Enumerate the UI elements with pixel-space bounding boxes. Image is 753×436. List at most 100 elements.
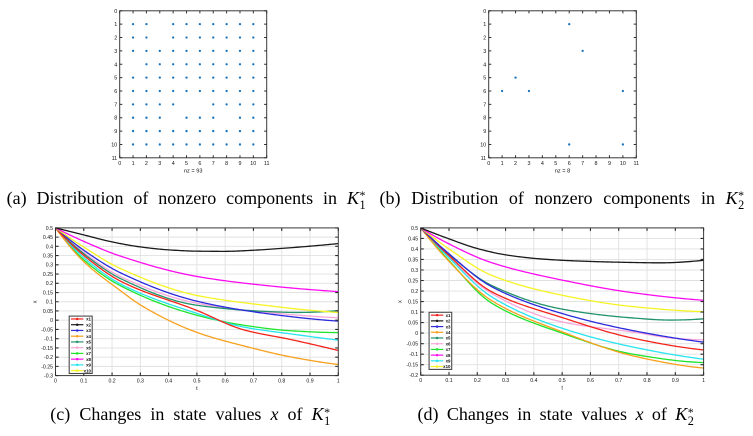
svg-text:-0.05: -0.05 xyxy=(406,342,418,348)
svg-text:0: 0 xyxy=(487,161,490,167)
svg-text:8: 8 xyxy=(483,116,486,122)
svg-text:3: 3 xyxy=(528,161,531,167)
svg-text:0.1: 0.1 xyxy=(445,378,452,384)
svg-text:5: 5 xyxy=(554,161,557,167)
svg-text:0.05: 0.05 xyxy=(408,320,418,326)
svg-text:9: 9 xyxy=(239,161,242,167)
svg-text:1: 1 xyxy=(132,161,135,167)
svg-text:x: x xyxy=(33,300,39,303)
svg-text:4: 4 xyxy=(172,161,175,167)
svg-text:0.6: 0.6 xyxy=(222,379,229,385)
svg-text:nz = 93: nz = 93 xyxy=(184,168,203,174)
svg-text:2: 2 xyxy=(145,161,148,167)
svg-text:0.15: 0.15 xyxy=(43,290,53,296)
svg-text:0.7: 0.7 xyxy=(250,379,257,385)
svg-text:11: 11 xyxy=(112,156,118,162)
svg-text:3: 3 xyxy=(158,161,161,167)
svg-text:0.5: 0.5 xyxy=(193,379,200,385)
svg-text:t: t xyxy=(561,385,563,391)
svg-text:0.6: 0.6 xyxy=(587,378,594,384)
svg-text:x3: x3 xyxy=(446,324,451,329)
svg-text:4: 4 xyxy=(114,62,117,68)
svg-text:0.4: 0.4 xyxy=(530,378,537,384)
svg-text:-0.3: -0.3 xyxy=(44,374,53,380)
svg-text:6: 6 xyxy=(568,161,571,167)
svg-text:x8: x8 xyxy=(86,357,91,362)
svg-text:0.3: 0.3 xyxy=(411,268,418,274)
svg-text:x8: x8 xyxy=(446,353,451,358)
svg-text:2: 2 xyxy=(514,161,517,167)
svg-text:10: 10 xyxy=(250,161,256,167)
svg-text:0.25: 0.25 xyxy=(408,278,418,284)
svg-text:11: 11 xyxy=(633,161,639,167)
svg-text:7: 7 xyxy=(114,102,117,108)
svg-text:0.1: 0.1 xyxy=(46,300,53,306)
svg-text:8: 8 xyxy=(114,116,117,122)
svg-text:x4: x4 xyxy=(446,330,451,335)
svg-text:0.1: 0.1 xyxy=(411,310,418,316)
svg-text:t: t xyxy=(196,386,198,392)
svg-text:5: 5 xyxy=(185,161,188,167)
svg-text:0: 0 xyxy=(483,9,486,15)
svg-text:9: 9 xyxy=(608,161,611,167)
svg-text:7: 7 xyxy=(212,161,215,167)
svg-text:1: 1 xyxy=(702,378,705,384)
svg-text:x9: x9 xyxy=(86,363,91,368)
svg-text:x5: x5 xyxy=(446,336,451,341)
svg-text:8: 8 xyxy=(595,161,598,167)
svg-text:9: 9 xyxy=(114,129,117,135)
svg-text:0.8: 0.8 xyxy=(643,378,650,384)
svg-text:0.2: 0.2 xyxy=(108,379,115,385)
svg-text:-0.05: -0.05 xyxy=(41,327,53,333)
svg-text:0.2: 0.2 xyxy=(474,378,481,384)
svg-text:x6: x6 xyxy=(446,341,451,346)
svg-text:1: 1 xyxy=(501,161,504,167)
svg-text:0: 0 xyxy=(415,331,418,337)
svg-text:0.9: 0.9 xyxy=(306,379,313,385)
svg-text:0.5: 0.5 xyxy=(46,226,53,232)
svg-text:3: 3 xyxy=(114,49,117,55)
svg-text:8: 8 xyxy=(225,161,228,167)
svg-text:0: 0 xyxy=(50,318,53,324)
svg-text:x10: x10 xyxy=(84,368,92,373)
svg-text:3: 3 xyxy=(483,49,486,55)
svg-text:nz = 8: nz = 8 xyxy=(555,168,570,174)
svg-text:5: 5 xyxy=(114,76,117,82)
svg-text:x5: x5 xyxy=(86,340,91,345)
svg-text:-0.1: -0.1 xyxy=(44,337,53,343)
svg-text:1: 1 xyxy=(483,22,486,28)
svg-text:2: 2 xyxy=(114,36,117,42)
svg-text:0.3: 0.3 xyxy=(502,378,509,384)
svg-text:0.7: 0.7 xyxy=(615,378,622,384)
svg-text:x: x xyxy=(398,300,404,303)
svg-text:0.35: 0.35 xyxy=(43,253,53,259)
svg-text:0.05: 0.05 xyxy=(43,309,53,315)
svg-text:0.1: 0.1 xyxy=(80,379,87,385)
svg-text:0.45: 0.45 xyxy=(408,236,418,242)
svg-text:7: 7 xyxy=(483,102,486,108)
svg-text:0.4: 0.4 xyxy=(46,244,53,250)
svg-text:11: 11 xyxy=(264,161,270,167)
svg-text:1: 1 xyxy=(114,22,117,28)
svg-text:2: 2 xyxy=(483,36,486,42)
svg-text:-0.2: -0.2 xyxy=(44,355,53,361)
svg-text:-0.25: -0.25 xyxy=(41,364,53,370)
svg-text:0: 0 xyxy=(419,378,422,384)
svg-text:4: 4 xyxy=(483,62,486,68)
svg-text:-0.1: -0.1 xyxy=(409,352,418,358)
svg-text:5: 5 xyxy=(483,76,486,82)
svg-text:x3: x3 xyxy=(86,328,91,333)
svg-text:7: 7 xyxy=(581,161,584,167)
svg-text:0.35: 0.35 xyxy=(408,257,418,263)
svg-text:x1: x1 xyxy=(446,313,451,318)
svg-text:0.45: 0.45 xyxy=(43,235,53,241)
svg-text:10: 10 xyxy=(620,161,626,167)
svg-text:6: 6 xyxy=(483,89,486,95)
svg-text:0.3: 0.3 xyxy=(46,263,53,269)
svg-text:x7: x7 xyxy=(446,347,451,352)
svg-text:10: 10 xyxy=(480,142,486,148)
svg-text:6: 6 xyxy=(198,161,201,167)
svg-text:0.2: 0.2 xyxy=(411,289,418,295)
svg-text:6: 6 xyxy=(114,89,117,95)
svg-text:11: 11 xyxy=(481,156,487,162)
